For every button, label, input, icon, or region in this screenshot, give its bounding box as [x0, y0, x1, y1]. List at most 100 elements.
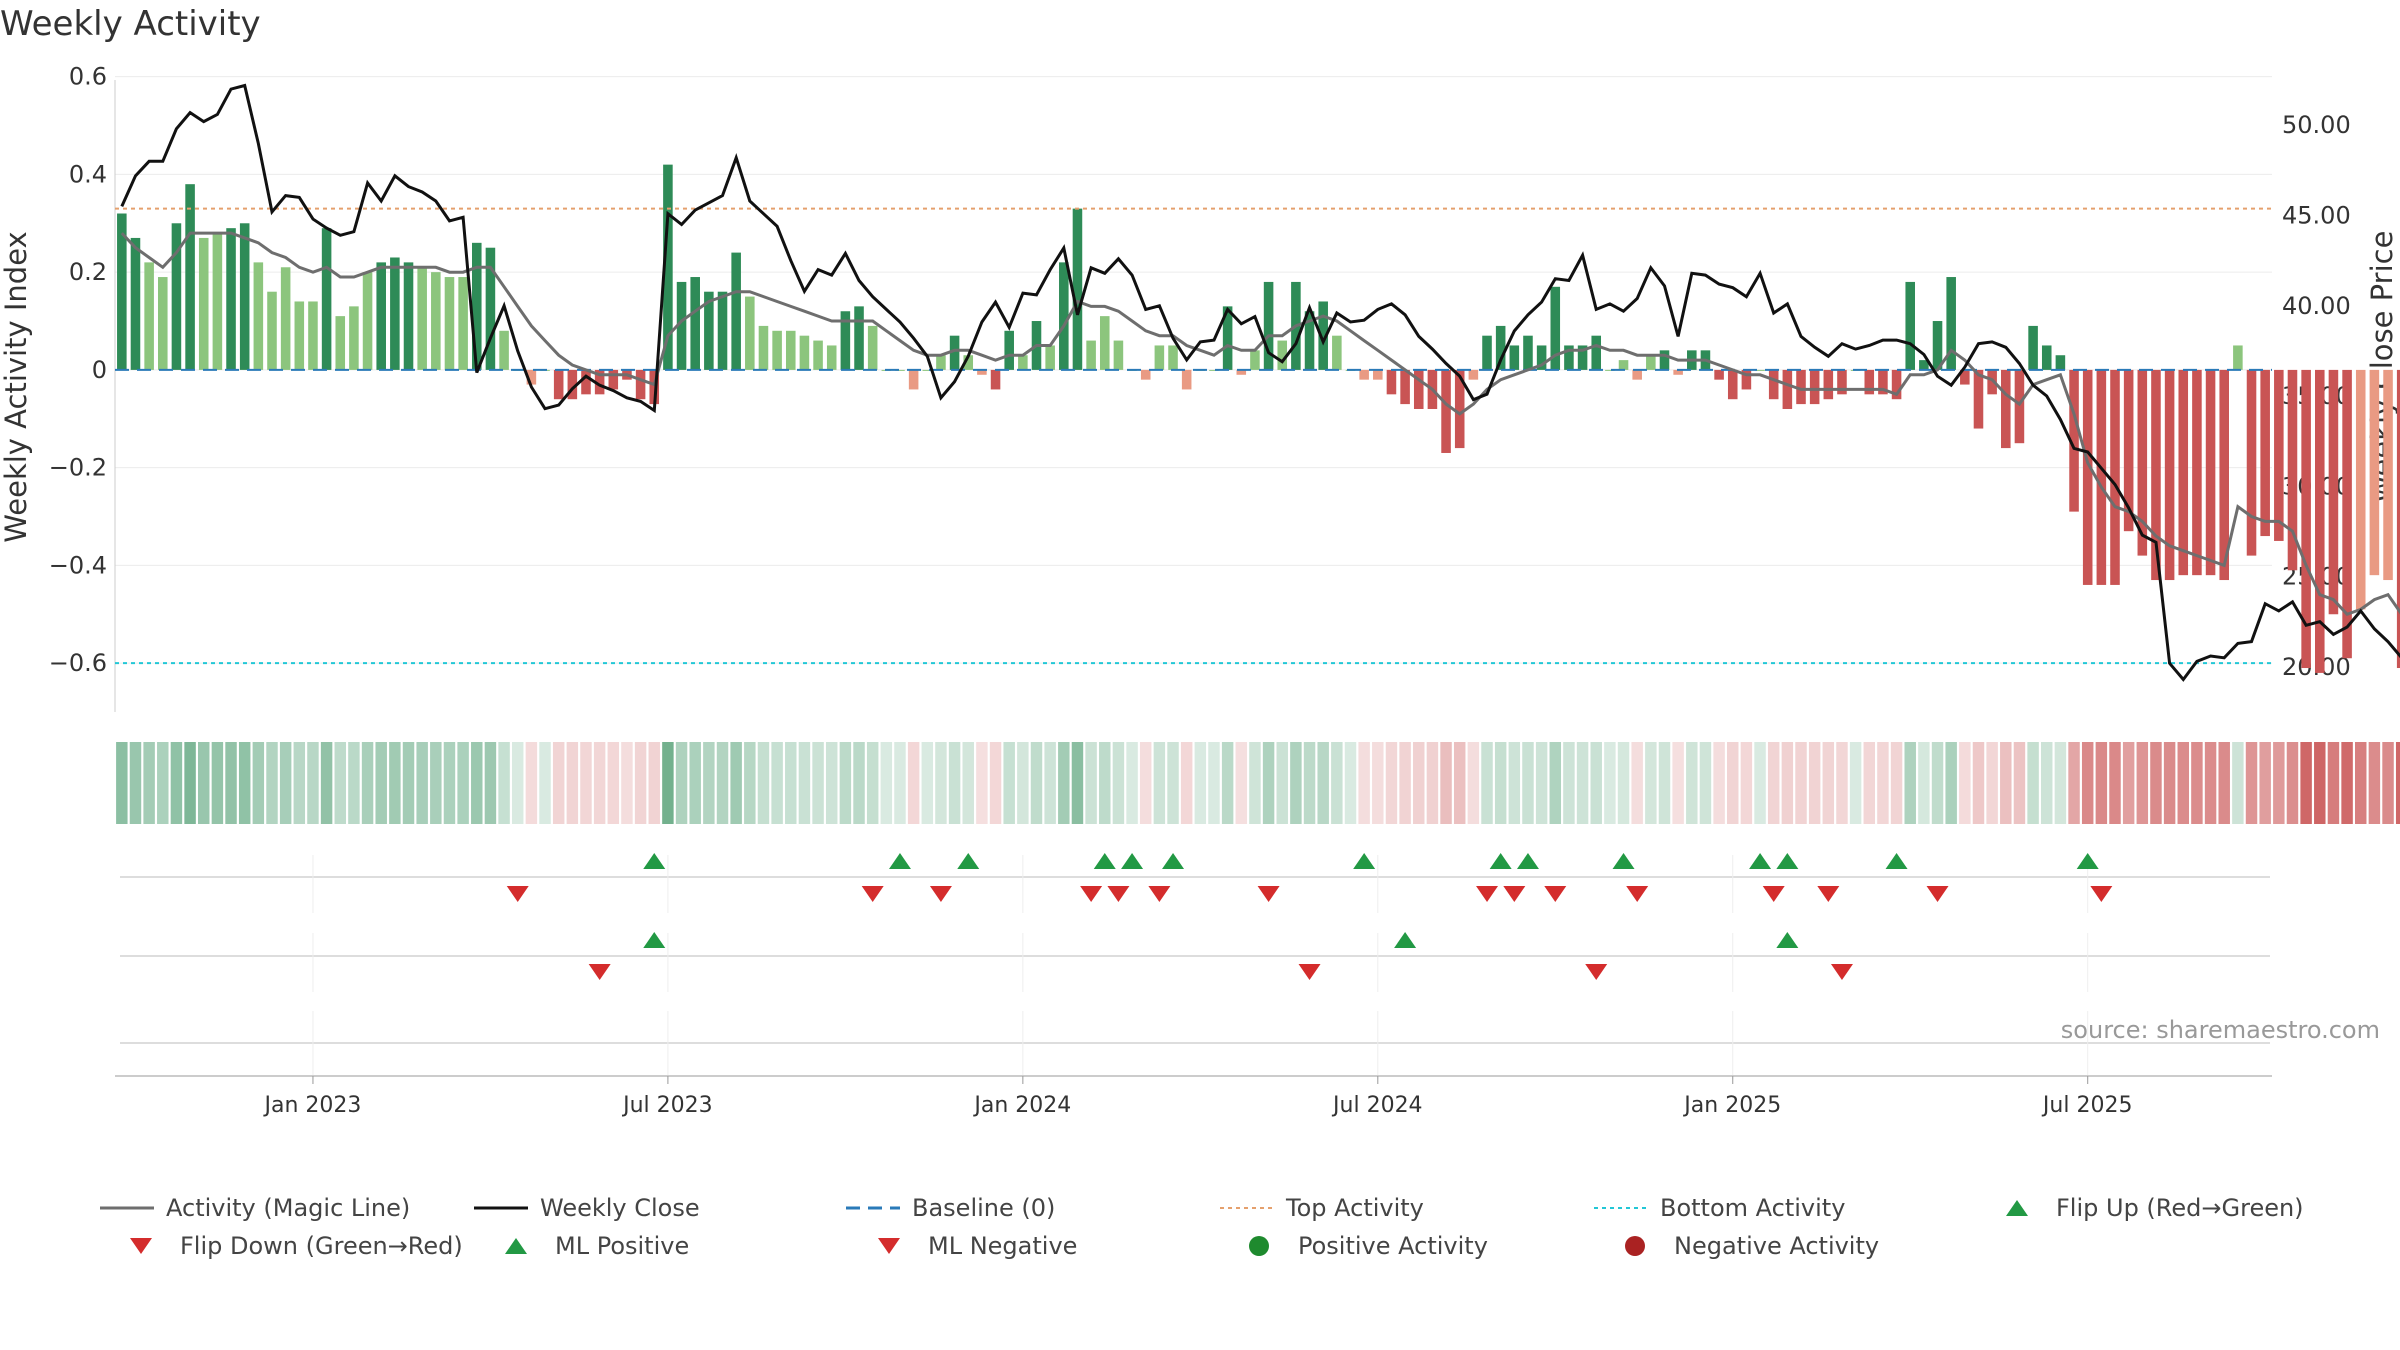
heat-strip-cell [2300, 742, 2312, 824]
activity-bar [1823, 369, 1834, 400]
activity-bar [2123, 369, 2134, 532]
activity-bar [2110, 369, 2120, 585]
heat-strip-cell [2314, 742, 2326, 824]
heat-strip-cell [1549, 742, 1562, 824]
activity-bar [1181, 369, 1192, 390]
activity-bar [2342, 369, 2352, 659]
heat-strip-cell [2163, 742, 2176, 824]
flip-up-marker [888, 853, 911, 869]
heat-strip-cell [498, 742, 510, 824]
activity-bar [1646, 355, 1656, 370]
heat-strip-cell [1180, 742, 1193, 824]
heat-strip-cell [1467, 742, 1480, 824]
heat-strip-cell [1604, 742, 1616, 824]
heat-strip-cell [2054, 742, 2067, 824]
heat-strip-cell [962, 742, 974, 824]
heat-strip-cell [1576, 742, 1589, 824]
heat-strip-cell [320, 742, 333, 824]
activity-bar [2069, 369, 2079, 512]
heat-strip-cell [2000, 742, 2012, 824]
activity-bar [1891, 369, 1902, 400]
ml-negative-marker [1830, 964, 1853, 980]
heat-strip-cell [1836, 742, 1848, 824]
activity-bar [253, 262, 264, 370]
activity-bar [185, 184, 195, 370]
activity-bar [2287, 369, 2298, 571]
heat-strip-cell [1153, 742, 1166, 824]
heat-strip-cell [2041, 742, 2053, 824]
magic-line-series [120, 231, 2400, 617]
activity-bar [1714, 369, 1724, 380]
heat-strip-cell [361, 742, 374, 824]
activity-bar [676, 281, 687, 370]
heat-strip-cell [744, 742, 756, 824]
activity-bar [390, 257, 400, 370]
heat-strip-cell [1535, 742, 1548, 824]
activity-bar [1332, 335, 1342, 370]
heat-strip-cell [511, 742, 524, 824]
y-tick-label-right: 50.00 [2282, 111, 2351, 139]
ml-positive-marker [1394, 932, 1417, 948]
heat-strip-cell [662, 742, 674, 824]
heat-strip-cell [375, 742, 387, 824]
heat-strip-cell [525, 742, 538, 824]
heat-strip-cell [471, 742, 483, 824]
x-tick-label: Jul 2023 [621, 1093, 713, 1118]
flip-up-marker [1776, 853, 1799, 869]
heat-strip-cell [443, 742, 456, 824]
activity-bar [1768, 369, 1779, 400]
heat-strip-cell [785, 742, 797, 824]
activity-bar [581, 369, 591, 395]
activity-bar [1004, 330, 1014, 370]
heat-strip-cell [1740, 742, 1753, 824]
activity-bar [908, 369, 919, 390]
heat-strip-cell [539, 742, 551, 824]
x-tick-label: Jan 2024 [972, 1093, 1071, 1118]
heat-strip-cell [812, 742, 824, 824]
activity-bar [2082, 369, 2093, 585]
heat-strip-cell [730, 742, 742, 824]
heat-strip-cell [771, 742, 783, 824]
activity-bar [1495, 325, 1506, 370]
flip-down-marker [2090, 886, 2113, 902]
flip-up-marker [957, 853, 980, 869]
chart-title: Weekly Activity [0, 4, 261, 44]
activity-bar [1605, 369, 1615, 371]
activity-bar [1564, 345, 1574, 370]
heat-strip-cell [580, 742, 592, 824]
activity-bar [635, 369, 646, 400]
flip-up-marker [643, 853, 666, 869]
heat-strip-cell [348, 742, 360, 824]
activity-bar [2178, 369, 2189, 576]
activity-bar [1113, 340, 1124, 370]
heat-strip-cell [1822, 742, 1835, 824]
activity-bar [321, 228, 332, 370]
activity-bar [1796, 369, 1806, 405]
heat-strip-cell [1645, 742, 1657, 824]
activity-bar [1386, 369, 1397, 395]
heat-strip-cell [389, 742, 401, 824]
heat-strip-cell [839, 742, 852, 824]
activity-bar [349, 306, 359, 370]
heat-strip-cell [116, 742, 128, 824]
heat-strip-cell [1194, 742, 1207, 824]
heat-strip-cell [2286, 742, 2299, 824]
heat-strip-cell [675, 742, 688, 824]
heat-strip-cell [1358, 742, 1370, 824]
heat-strip-cell [2204, 742, 2217, 824]
heat-strip-cell [2095, 742, 2108, 824]
activity-bar [567, 369, 578, 400]
heat-strip-cell [1904, 742, 1916, 824]
activity-bar [1905, 281, 1916, 370]
heat-strip-cell [1290, 742, 1302, 824]
activity-bar [431, 272, 441, 370]
activity-bar [1659, 350, 1670, 370]
activity-bar [2041, 345, 2052, 370]
flip-down-marker [929, 886, 952, 902]
heat-strip-cell [1099, 742, 1111, 824]
heat-strip-cell [1167, 742, 1179, 824]
x-tick-label: Jan 2023 [262, 1093, 361, 1118]
heat-strip-cell [2027, 742, 2039, 824]
heat-strip-cell [2273, 742, 2285, 824]
activity-bar [2233, 345, 2243, 370]
